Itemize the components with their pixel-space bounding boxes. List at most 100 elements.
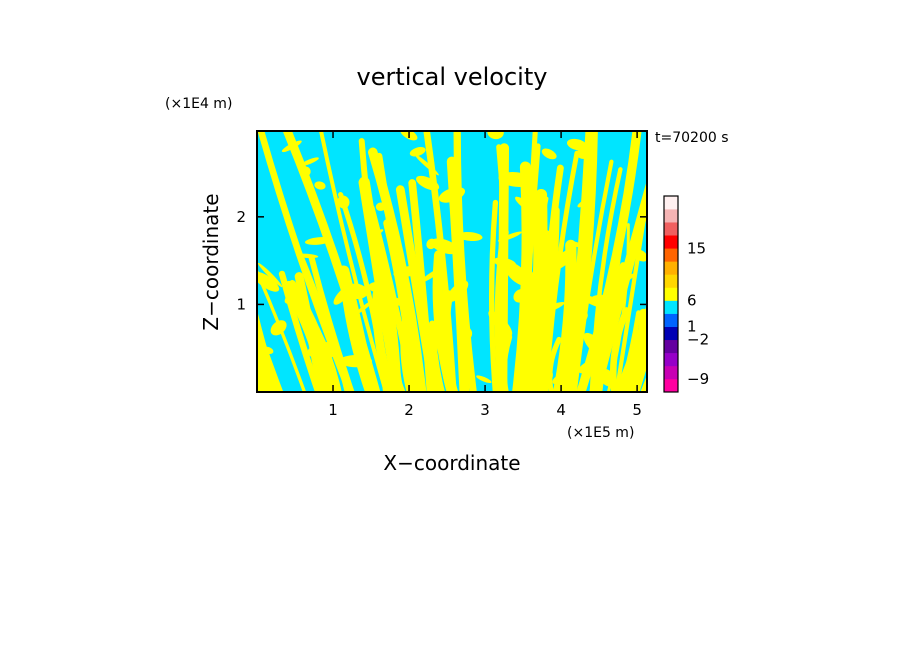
y-axis: 12 — [236, 208, 647, 313]
updraft-cell — [577, 197, 592, 208]
updraft-cell — [383, 304, 399, 321]
updraft-band — [568, 131, 598, 392]
colorbar-segment — [664, 339, 678, 354]
colorbar-segment — [664, 261, 678, 275]
x-tick-label: 2 — [404, 401, 414, 419]
colorbar-segment — [664, 222, 678, 236]
y-axis-label: Z−coordinate — [199, 193, 223, 330]
updraft-cell — [257, 262, 283, 288]
updraft-band — [497, 143, 509, 392]
updraft-cell — [438, 187, 466, 203]
updraft-cell — [526, 354, 550, 373]
updraft-band — [433, 327, 443, 392]
colorbar: −9 −21 6 15 — [663, 195, 709, 393]
colorbar-label: −9 — [687, 370, 709, 388]
colorbar-segment — [664, 313, 678, 327]
updraft-cell — [541, 148, 557, 160]
updraft-cell — [498, 172, 534, 187]
colorbar-segment — [664, 248, 678, 262]
updraft-band — [629, 322, 647, 392]
x-tick-label: 1 — [328, 401, 338, 419]
updraft-cell — [457, 231, 483, 242]
updraft-cell — [333, 286, 351, 305]
updraft-cell — [587, 337, 602, 349]
colorbar-segment — [664, 365, 678, 380]
updraft-cell — [515, 196, 539, 215]
x-unit-label: (×1E5 m) — [567, 425, 634, 441]
updraft-cell — [301, 166, 311, 177]
updraft-cell — [633, 249, 647, 262]
updraft-cell — [414, 154, 439, 176]
updraft-cell — [562, 343, 572, 352]
updraft-cell — [300, 157, 319, 166]
updraft-cell — [566, 138, 588, 151]
colorbar-segment — [664, 378, 678, 393]
updraft-cell — [458, 326, 473, 341]
updraft-band — [552, 239, 577, 392]
updraft-band — [319, 131, 388, 392]
x-axis-label: X−coordinate — [383, 451, 520, 475]
plot-area — [257, 131, 647, 392]
updraft-cell — [487, 131, 504, 140]
updraft-cell — [270, 320, 287, 336]
colorbar-segment — [664, 287, 678, 301]
updraft-cell — [257, 271, 280, 292]
updraft-cell — [529, 334, 538, 341]
updraft-cell — [569, 241, 584, 248]
updraft-cell — [393, 265, 422, 278]
colorbar-label: 15 — [687, 239, 706, 257]
updraft-cell — [390, 297, 405, 307]
updraft-cell — [355, 300, 373, 315]
updraft-band — [372, 289, 397, 392]
updraft-cell — [284, 289, 301, 304]
updraft-cell — [368, 281, 393, 294]
colorbar-segment — [664, 196, 678, 210]
colorbar-label: 6 — [687, 292, 697, 310]
updraft-cell — [430, 238, 459, 255]
updraft-band — [408, 179, 435, 392]
colorbar-label: −2 — [687, 331, 709, 349]
updraft-cell — [416, 175, 440, 191]
updraft-band — [609, 307, 630, 392]
updraft-cell — [577, 293, 610, 310]
y-unit-label: (×1E4 m) — [165, 96, 232, 112]
updraft-cell — [537, 367, 553, 383]
updraft-band — [488, 199, 499, 392]
plot-frame — [256, 130, 648, 393]
updraft-band — [618, 310, 642, 392]
colorbar-frame — [663, 195, 679, 393]
updraft-cell — [549, 248, 577, 271]
y-tick-label: 2 — [236, 208, 246, 226]
updraft-cell — [516, 380, 549, 392]
updraft-cell — [314, 181, 326, 190]
updraft-cell — [420, 267, 443, 283]
updraft-band — [383, 219, 419, 392]
x-tick-label: 5 — [632, 401, 642, 419]
updraft-band — [389, 310, 406, 392]
field-bands — [257, 131, 647, 392]
colorbar-segment — [664, 235, 678, 249]
updraft-cell — [296, 253, 319, 259]
updraft-band — [257, 390, 258, 392]
updraft-cell — [611, 273, 635, 287]
colorbar-segment — [664, 209, 678, 223]
x-axis: 1 2 3 4 5 — [328, 131, 642, 419]
updraft-cell — [578, 357, 604, 374]
colorbar-label: 1 — [687, 318, 697, 336]
updraft-cell — [534, 302, 565, 316]
updraft-cell — [281, 140, 302, 153]
updraft-cell — [497, 231, 522, 242]
updraft-cell — [447, 280, 469, 302]
updraft-cell — [337, 195, 350, 209]
updraft-band — [257, 349, 272, 392]
updraft-band — [614, 186, 647, 392]
y-tick-label: 1 — [236, 295, 246, 313]
updraft-cell — [304, 236, 333, 245]
updraft-cell — [371, 229, 384, 237]
colorbar-segment — [664, 300, 678, 314]
colorbar-segment — [664, 326, 678, 341]
updraft-band — [292, 237, 349, 392]
x-tick-label: 3 — [480, 401, 490, 419]
updraft-band — [257, 390, 258, 392]
